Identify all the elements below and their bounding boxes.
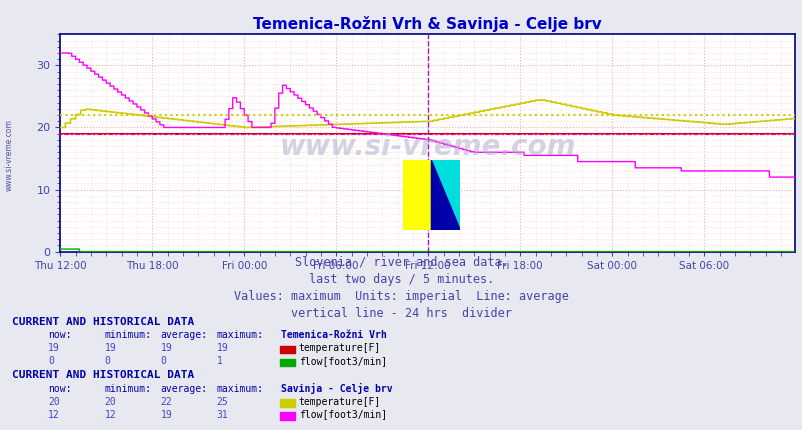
Text: minimum:: minimum: [104, 384, 152, 394]
Text: average:: average: [160, 330, 208, 341]
Text: 1: 1 [217, 356, 222, 366]
Text: now:: now: [48, 384, 71, 394]
Text: 19: 19 [104, 343, 116, 353]
Text: minimum:: minimum: [104, 330, 152, 341]
Text: maximum:: maximum: [217, 330, 264, 341]
Text: 20: 20 [48, 396, 60, 407]
Text: 20: 20 [104, 396, 116, 407]
Text: 12: 12 [48, 409, 60, 420]
Text: average:: average: [160, 384, 208, 394]
Text: temperature[F]: temperature[F] [298, 343, 380, 353]
Text: Values: maximum  Units: imperial  Line: average: Values: maximum Units: imperial Line: av… [233, 290, 569, 303]
Text: 31: 31 [217, 409, 229, 420]
Text: 25: 25 [217, 396, 229, 407]
Text: 19: 19 [160, 343, 172, 353]
Text: 0: 0 [160, 356, 166, 366]
Text: www.si-vreme.com: www.si-vreme.com [279, 133, 575, 161]
Text: CURRENT AND HISTORICAL DATA: CURRENT AND HISTORICAL DATA [12, 316, 194, 327]
Text: 0: 0 [48, 356, 54, 366]
Text: Slovenia / river and sea data.: Slovenia / river and sea data. [294, 256, 508, 269]
Text: maximum:: maximum: [217, 384, 264, 394]
Text: flow[foot3/min]: flow[foot3/min] [298, 409, 387, 420]
Title: Temenica-Rožni Vrh & Savinja - Celje brv: Temenica-Rožni Vrh & Savinja - Celje brv [253, 16, 602, 32]
Text: Savinja - Celje brv: Savinja - Celje brv [281, 383, 392, 394]
Text: 12: 12 [104, 409, 116, 420]
Text: 19: 19 [160, 409, 172, 420]
Text: flow[foot3/min]: flow[foot3/min] [298, 356, 387, 366]
Text: 0: 0 [104, 356, 110, 366]
Text: CURRENT AND HISTORICAL DATA: CURRENT AND HISTORICAL DATA [12, 370, 194, 380]
Text: 22: 22 [160, 396, 172, 407]
Text: now:: now: [48, 330, 71, 341]
Text: 19: 19 [217, 343, 229, 353]
Text: temperature[F]: temperature[F] [298, 396, 380, 407]
Text: Temenica-Rožni Vrh: Temenica-Rožni Vrh [281, 330, 387, 341]
Text: 19: 19 [48, 343, 60, 353]
Text: last two days / 5 minutes.: last two days / 5 minutes. [309, 273, 493, 286]
Text: vertical line - 24 hrs  divider: vertical line - 24 hrs divider [290, 307, 512, 320]
Text: www.si-vreme.com: www.si-vreme.com [5, 119, 14, 191]
